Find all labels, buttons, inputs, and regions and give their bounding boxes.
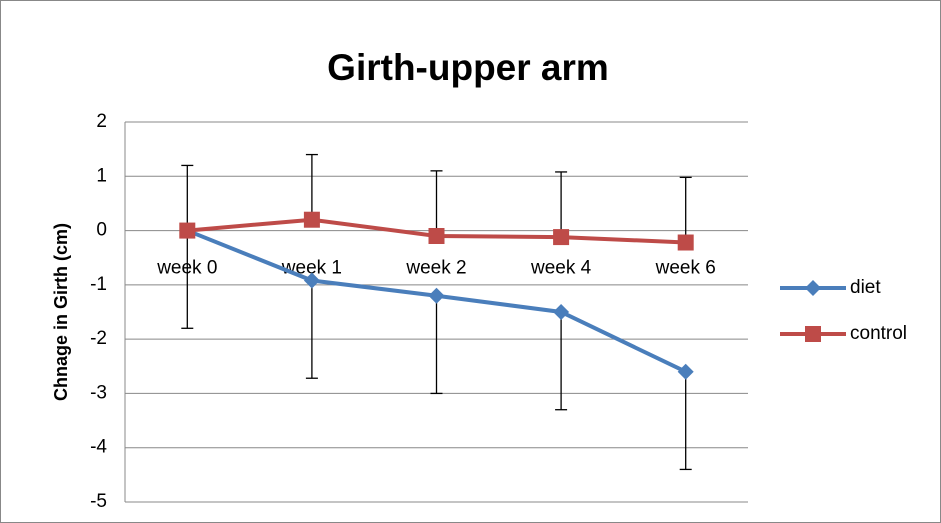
data-point [303,211,320,228]
legend-marker [805,326,821,342]
y-tick-label: -5 [90,491,107,512]
error-bar [430,295,443,395]
error-bar [181,164,194,231]
error-bar [679,371,692,471]
x-tick-label: week 4 [530,258,592,279]
error-bar [679,176,692,243]
y-tick-label: -4 [90,437,107,458]
y-tick-label: -3 [90,382,107,403]
data-point [179,222,196,239]
data-point [553,304,570,320]
y-tick-label: -2 [90,328,107,349]
legend-label: control [850,323,907,344]
y-tick-label: 1 [96,165,107,186]
data-point [428,287,445,304]
error-bar [305,153,318,220]
data-point [677,363,694,380]
legend-marker [805,280,821,296]
data-point [677,234,694,251]
data-point [303,272,320,289]
error-bar [181,230,194,329]
y-tick-label: -1 [90,274,107,295]
data-point [428,228,445,244]
error-bar [555,312,568,411]
error-bar [430,170,443,236]
x-tick-label: week 6 [655,258,716,279]
y-tick-label: 0 [96,220,107,241]
y-axis-label: Chnage in Girth (cm) [51,223,71,401]
error-bar [305,280,318,379]
x-tick-label: week 2 [405,258,466,279]
y-tick-label: 2 [96,111,107,132]
chart-title: Girth-upper arm [327,47,609,88]
data-point [553,229,570,246]
error-bar [555,171,568,238]
legend-label: diet [850,277,881,298]
